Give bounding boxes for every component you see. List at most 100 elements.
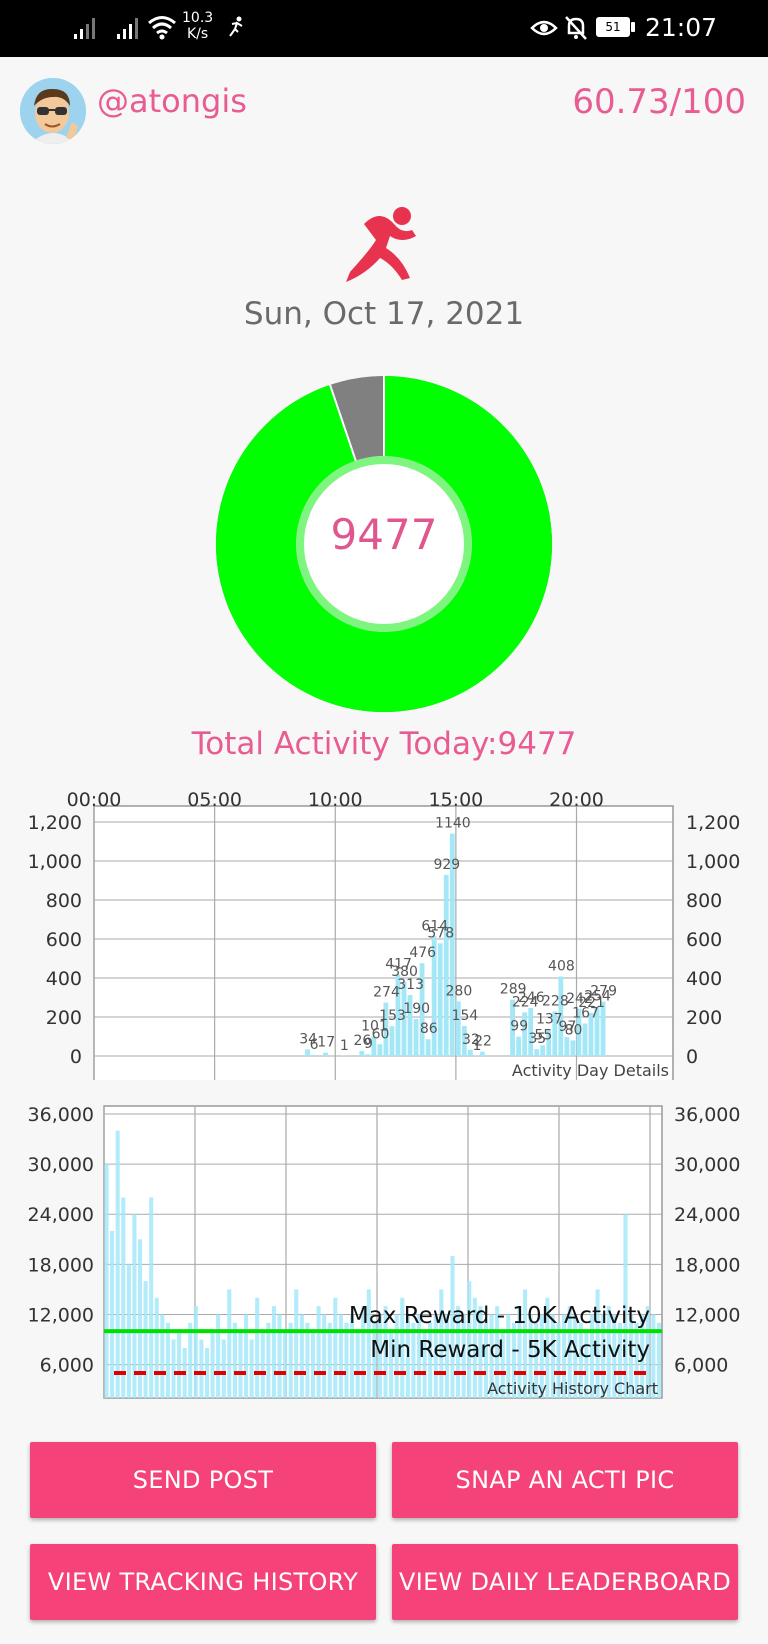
bar [333,1297,338,1398]
bar [467,1049,473,1056]
bar [578,1322,583,1398]
bar [204,1347,210,1398]
bar [500,1331,505,1398]
activity-center-value: 9477 [330,510,438,559]
data-label: 417 [385,957,412,973]
bar [483,1322,489,1398]
snap-pic-button[interactable]: SNAP AN ACTI PIC [392,1442,738,1518]
bar [443,874,449,1056]
bar [221,1339,226,1398]
data-label: 99 [510,1019,528,1035]
bar [433,1314,438,1398]
view-tracking-history-button[interactable]: VIEW TRACKING HISTORY [30,1544,376,1620]
y-tick-label-right: 1,200 [686,812,740,834]
bar [165,1322,170,1398]
bar [322,1314,327,1398]
bar [645,1306,650,1398]
avatar[interactable] [20,78,86,144]
view-daily-leaderboard-button[interactable]: VIEW DAILY LEADERBOARD [392,1544,738,1620]
data-label: 929 [433,857,460,873]
bar [528,1008,534,1056]
data-label: 22 [474,1034,492,1050]
bar [411,1322,416,1398]
bar [232,1322,237,1398]
bell-muted-icon [565,16,587,40]
y-tick-label-right: 36,000 [674,1104,740,1126]
bar [355,1331,360,1398]
x-tick-label: 20:00 [549,789,604,811]
bar [294,1289,299,1398]
data-label: 35 [528,1031,546,1047]
score: 60.73/100 [572,82,746,122]
bar [634,1322,639,1398]
bar [431,936,437,1056]
data-label: 6 [310,1037,319,1053]
bar [271,1306,276,1398]
y-tick-label-left: 6,000 [40,1355,94,1377]
y-tick-label-left: 1,000 [28,851,82,873]
bar [327,1322,332,1398]
signal-icon-2 [117,18,138,39]
username[interactable]: @atongis [97,82,247,120]
bar [389,1331,394,1398]
data-label: 246 [518,990,545,1006]
bar [651,1314,656,1398]
chart-caption: Activity History Chart [487,1379,658,1398]
chart-caption: Activity Day Details [512,1061,669,1080]
bar [439,1289,444,1398]
bar [266,1322,271,1398]
data-label: 60 [372,1026,390,1042]
data-label: 224 [512,994,539,1010]
status-time: 21:07 [645,13,718,42]
data-label: 274 [373,985,400,1001]
data-label: 1 [340,1038,349,1054]
bar [199,1339,204,1398]
data-label: 228 [542,994,569,1010]
bar [249,1339,254,1398]
bar [640,1314,645,1398]
bar [461,1025,467,1056]
y-tick-label-right: 1,000 [686,851,740,873]
runner-notification-icon [229,16,243,37]
bar [255,1297,260,1398]
bar [564,1037,570,1056]
data-label: 86 [420,1021,438,1037]
bar [589,1314,595,1398]
bar [449,833,455,1056]
bar [193,1306,198,1398]
bar [305,1322,310,1398]
bar [601,1314,606,1398]
y-tick-label-left: 36,000 [28,1104,94,1126]
y-tick-label-left: 0 [70,1046,82,1068]
bar [210,1331,215,1398]
bar [425,1039,431,1056]
bar [629,1314,634,1398]
data-label: 154 [452,1008,479,1024]
bar [539,1314,544,1398]
y-tick-label-right: 6,000 [674,1355,728,1377]
bar [528,1314,533,1398]
bar [115,1130,120,1398]
bar [437,943,443,1056]
bar [495,1306,500,1398]
bar [556,1322,561,1398]
y-tick-label-left: 30,000 [28,1154,94,1176]
bar [550,1314,555,1398]
y-tick-label-right: 30,000 [674,1154,740,1176]
bar [623,1214,628,1398]
bar [467,1281,472,1398]
y-tick-label-left: 24,000 [28,1204,94,1226]
ring-separator [329,384,357,461]
bar [522,1012,528,1056]
bar [506,1314,511,1398]
bar [400,1297,405,1398]
send-post-button[interactable]: SEND POST [30,1442,376,1518]
bar [350,1314,355,1398]
bar [472,1297,477,1398]
bar [582,1023,588,1056]
bar [171,1339,176,1398]
y-tick-label-left: 18,000 [28,1254,94,1276]
bar [546,1029,552,1056]
bar [600,1001,606,1056]
data-label: 101 [361,1018,388,1034]
